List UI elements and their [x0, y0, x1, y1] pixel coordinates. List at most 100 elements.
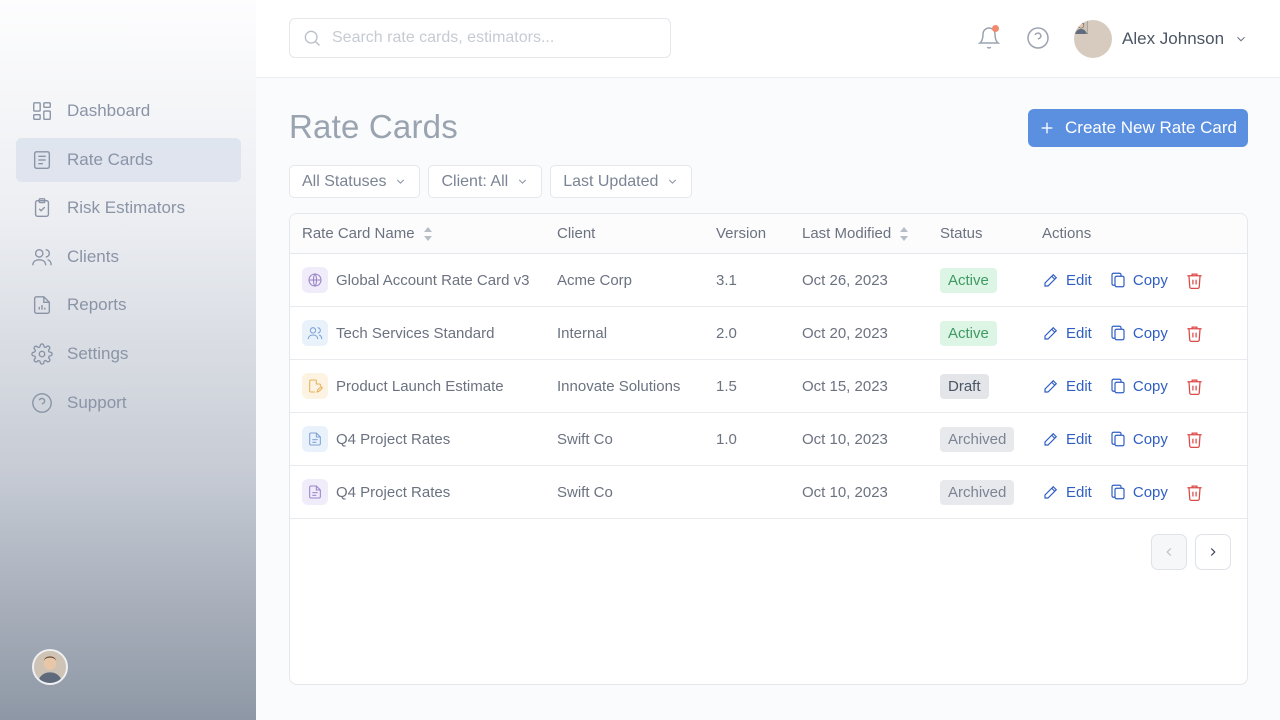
edit-label: Edit [1066, 430, 1092, 448]
edit-button[interactable]: Edit [1042, 483, 1092, 501]
sort-filter-label: Last Updated [563, 172, 659, 190]
chevron-down-icon [1237, 36, 1245, 42]
pencil-icon [1044, 326, 1058, 340]
edit-label: Edit [1066, 271, 1092, 289]
column-header-name[interactable]: Rate Card Name [302, 225, 433, 242]
chevron-down-icon [519, 179, 527, 184]
status-cell: Active [940, 267, 997, 293]
chevron-down-icon [397, 179, 405, 184]
create-rate-card-button[interactable]: Create New Rate Card [1028, 109, 1248, 147]
sidebar-item-reports[interactable]: Reports [16, 283, 241, 327]
rate-card-name: Global Account Rate Card v3 [336, 271, 530, 289]
copy-button[interactable]: Copy [1109, 483, 1168, 501]
notifications-button[interactable] [977, 25, 1001, 51]
help-button[interactable] [1026, 26, 1050, 50]
pagination [1143, 534, 1231, 570]
table-row: Tech Services Standard Internal 2.0 Oct … [290, 307, 1247, 360]
avatar[interactable] [32, 649, 68, 685]
trash-icon [1187, 273, 1202, 289]
copy-icon [1111, 378, 1125, 394]
search-box[interactable] [289, 18, 671, 58]
version-cell: 1.0 [716, 430, 737, 448]
sidebar-item-rate-cards[interactable]: Rate Cards [16, 137, 241, 182]
sidebar-item-clients[interactable]: Clients [16, 235, 241, 279]
top-header: Alex Johnson [256, 0, 1280, 78]
dashboard-icon [31, 100, 53, 122]
edit-label: Edit [1066, 377, 1092, 395]
version-cell: 1.5 [716, 377, 737, 395]
status-badge: Archived [940, 426, 1015, 452]
edit-button[interactable]: Edit [1042, 430, 1092, 448]
user-menu[interactable]: Alex Johnson [1074, 19, 1248, 59]
delete-button[interactable] [1185, 430, 1204, 449]
copy-button[interactable]: Copy [1109, 377, 1168, 395]
edit-button[interactable]: Edit [1042, 377, 1092, 395]
gear-icon [31, 343, 53, 365]
chevron-down-icon [669, 179, 677, 184]
actions-cell: Edit Copy [1042, 483, 1204, 502]
copy-label: Copy [1132, 324, 1168, 342]
delete-button[interactable] [1185, 483, 1204, 502]
sidebar-item-dashboard[interactable]: Dashboard [16, 89, 241, 133]
delete-button[interactable] [1185, 377, 1204, 396]
column-label: Rate Card Name [302, 225, 415, 242]
sidebar-item-label: Support [67, 392, 127, 412]
edit-button[interactable]: Edit [1042, 271, 1092, 289]
rate-card-name-cell[interactable]: Q4 Project Rates [302, 479, 450, 505]
sidebar-item-settings[interactable]: Settings [16, 332, 241, 376]
modified-cell: Oct 15, 2023 [802, 377, 888, 395]
client-filter[interactable]: Client: All [428, 165, 543, 198]
sidebar-item-label: Risk Estimators [67, 198, 186, 218]
client-cell: Internal [557, 324, 608, 342]
status-filter[interactable]: All Statuses [289, 165, 421, 198]
chevron-right-icon [1210, 548, 1216, 556]
rate-card-name-cell[interactable]: Q4 Project Rates [302, 426, 450, 452]
trash-icon [1187, 379, 1202, 395]
previous-page-button[interactable] [1151, 534, 1187, 570]
client-cell: Swift Co [557, 483, 613, 501]
pencil-icon [1044, 379, 1058, 393]
sort-filter[interactable]: Last Updated [550, 165, 693, 198]
search-input[interactable] [332, 29, 652, 47]
sidebar-item-risk-estimators[interactable]: Risk Estimators [16, 186, 241, 230]
search-icon [304, 30, 320, 46]
actions-cell: Edit Copy [1042, 271, 1204, 290]
table-row: Q4 Project Rates Swift Co 1.0 Oct 10, 20… [290, 413, 1247, 466]
modified-cell: Oct 26, 2023 [802, 271, 888, 289]
edit-document-icon [302, 373, 328, 399]
copy-icon [1111, 325, 1125, 341]
column-header-client: Client [557, 225, 596, 242]
delete-button[interactable] [1185, 271, 1204, 290]
rate-card-name-cell[interactable]: Tech Services Standard [302, 320, 494, 346]
page-title: Rate Cards [289, 108, 458, 145]
copy-button[interactable]: Copy [1109, 430, 1168, 448]
trash-icon [1187, 326, 1202, 342]
filter-bar: All Statuses Client: All Last Updated [289, 165, 700, 198]
next-page-button[interactable] [1195, 534, 1231, 570]
notification-dot [992, 25, 999, 32]
copy-button[interactable]: Copy [1109, 271, 1168, 289]
sidebar-nav: Dashboard Rate Cards Risk Estimators Cli… [16, 89, 241, 429]
rate-card-name-cell[interactable]: Global Account Rate Card v3 [302, 267, 529, 293]
status-filter-label: All Statuses [302, 172, 387, 190]
column-label: Last Modified [802, 225, 892, 242]
sidebar-item-support[interactable]: Support [16, 381, 241, 425]
sidebar-item-label: Clients [67, 246, 119, 266]
copy-button[interactable]: Copy [1109, 324, 1168, 342]
status-badge: Active [940, 267, 997, 293]
sidebar: Dashboard Rate Cards Risk Estimators Cli… [0, 0, 256, 720]
delete-button[interactable] [1185, 324, 1204, 343]
column-header-modified[interactable]: Last Modified [802, 225, 909, 242]
rate-card-name-cell[interactable]: Product Launch Estimate [302, 373, 504, 399]
edit-button[interactable]: Edit [1042, 324, 1092, 342]
copy-label: Copy [1132, 430, 1168, 448]
users-icon [31, 246, 53, 268]
document-icon [302, 426, 328, 452]
copy-label: Copy [1132, 271, 1168, 289]
sort-icon [423, 226, 432, 241]
modified-cell: Oct 10, 2023 [802, 483, 888, 501]
rate-cards-table: Rate Card Name Client Version Last Modif… [289, 213, 1248, 685]
column-header-version: Version [716, 225, 767, 242]
pencil-icon [1044, 485, 1058, 499]
modified-cell: Oct 10, 2023 [802, 430, 888, 448]
